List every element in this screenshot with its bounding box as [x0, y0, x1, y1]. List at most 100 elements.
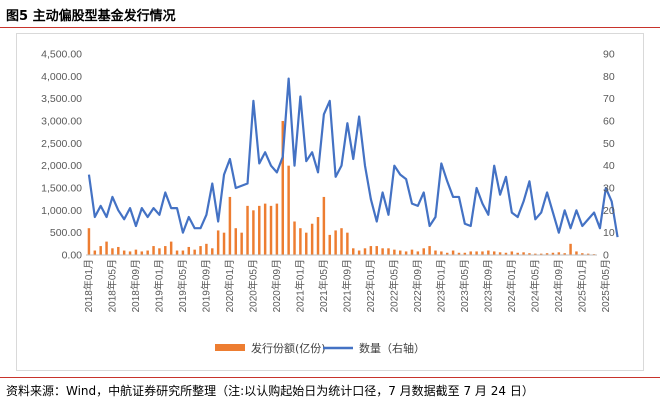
bar — [299, 228, 302, 255]
y-left-tick-label: 500.00 — [50, 227, 82, 239]
y-right-tick-label: 80 — [603, 71, 615, 83]
bar — [416, 251, 420, 255]
bar — [216, 230, 220, 255]
bar — [152, 246, 155, 255]
bar — [234, 228, 238, 255]
bar — [293, 221, 296, 255]
bar — [128, 251, 132, 255]
bar — [492, 251, 496, 255]
x-tick-label: 2022年05月 — [387, 259, 400, 312]
bar — [451, 250, 455, 255]
x-tick-label: 2020年05月 — [246, 259, 259, 312]
bar — [175, 250, 179, 255]
x-tick-label: 2025年01月 — [575, 259, 588, 312]
x-tick-label: 2019年01月 — [152, 259, 165, 312]
x-tick-label: 2025年05月 — [599, 259, 612, 312]
source-note: 资料来源：Wind，中航证券研究所整理（注:以认购起始日为统计口径，7 月数据截… — [6, 384, 534, 398]
bar — [87, 228, 91, 255]
bar — [240, 232, 243, 255]
x-tick-label: 2020年09月 — [270, 259, 283, 312]
legend: 发行份额(亿份) 数量（右轴） — [215, 341, 425, 355]
bar — [557, 252, 561, 255]
bar — [263, 203, 267, 255]
bar — [252, 210, 255, 255]
bar — [481, 251, 484, 255]
bar — [357, 250, 361, 255]
bar-series — [87, 121, 596, 255]
bar — [539, 253, 543, 255]
bar — [469, 251, 472, 255]
bar — [428, 246, 431, 255]
y-left-tick-label: 1,000.00 — [41, 205, 82, 217]
bar — [211, 248, 214, 255]
bar — [346, 232, 349, 255]
bar — [169, 241, 173, 255]
bar — [498, 252, 502, 255]
bar — [375, 246, 378, 255]
legend-bar-swatch — [215, 344, 245, 351]
x-tick-label: 2021年05月 — [317, 259, 330, 312]
bar — [445, 252, 449, 255]
bar — [399, 250, 402, 255]
chart-frame: 0.00 500.00 1,000.00 1,500.00 2,000.00 2,500.… — [16, 33, 644, 371]
x-tick-label: 2018年05月 — [105, 259, 118, 312]
bar — [305, 232, 308, 255]
bar — [363, 248, 367, 255]
bar — [463, 252, 467, 255]
bar — [193, 249, 196, 255]
bar — [393, 249, 396, 255]
bar — [93, 250, 97, 255]
bar — [258, 205, 261, 255]
bar — [111, 248, 114, 255]
x-tick-label: 2023年05月 — [458, 259, 471, 312]
y-left-tick-label: 1,500.00 — [41, 183, 82, 195]
bar — [275, 203, 279, 255]
bar — [117, 246, 120, 255]
y-left-tick-label: 4,000.00 — [41, 71, 82, 83]
bar — [422, 248, 425, 255]
x-tick-label: 2020年01月 — [223, 259, 236, 312]
y-right-tick-label: 10 — [603, 227, 615, 239]
y-right-tick-label: 0 — [603, 250, 609, 262]
bar — [352, 248, 355, 255]
line-series — [87, 77, 619, 238]
bar — [369, 246, 373, 255]
y-axis-left: 0.00 500.00 1,000.00 1,500.00 2,000.00 2,500.… — [41, 49, 82, 262]
bar — [340, 228, 343, 255]
bar — [563, 253, 566, 255]
x-tick-label: 2019年09月 — [199, 259, 212, 312]
bar — [510, 251, 514, 255]
x-tick-label: 2023年01月 — [434, 259, 447, 312]
y-right-tick-label: 70 — [603, 93, 615, 105]
bar — [586, 253, 590, 255]
bar — [134, 249, 138, 255]
bar — [569, 243, 572, 255]
bar — [105, 241, 108, 255]
bar — [158, 248, 161, 255]
bar — [310, 223, 314, 255]
y-left-tick-label: 4,500.00 — [41, 49, 82, 61]
bar — [522, 252, 525, 255]
fund-issuance-chart: 0.00 500.00 1,000.00 1,500.00 2,000.00 2,500.… — [41, 49, 619, 355]
count-line — [87, 77, 619, 238]
bar — [181, 250, 185, 255]
x-tick-label: 2022年09月 — [411, 259, 424, 312]
x-tick-label: 2022年01月 — [364, 259, 377, 312]
bar — [504, 252, 508, 255]
x-tick-label: 2024年01月 — [505, 259, 518, 312]
bar — [575, 251, 578, 255]
bar — [457, 252, 461, 255]
bar — [146, 250, 149, 255]
x-tick-label: 2023年09月 — [481, 259, 494, 312]
bar — [534, 253, 537, 255]
y-right-tick-label: 30 — [603, 183, 615, 195]
bar — [222, 232, 226, 255]
bar — [487, 250, 490, 255]
bar — [205, 243, 208, 255]
x-tick-label: 2018年01月 — [82, 259, 95, 312]
bar — [545, 253, 549, 255]
bar — [164, 246, 167, 255]
bar — [269, 205, 273, 255]
bar — [334, 230, 337, 255]
bar — [140, 251, 144, 255]
